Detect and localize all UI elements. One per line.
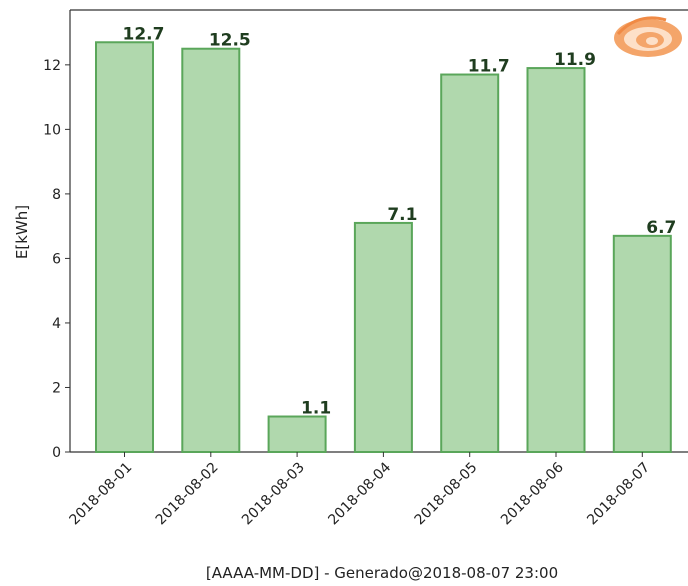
- bar-value-label: 12.5: [209, 31, 251, 51]
- bar-value-label: 11.9: [554, 50, 596, 70]
- y-tick-label: 0: [52, 445, 61, 461]
- bar-2018-08-02: [181, 47, 241, 453]
- bar-2018-08-05: [440, 73, 500, 454]
- bar-2018-08-03: [267, 415, 327, 454]
- x-tick-label: 2018-08-03: [239, 460, 308, 529]
- x-tick-label: 2018-08-06: [498, 459, 567, 528]
- bar-2018-08-04: [353, 221, 413, 453]
- bar-value-label: 7.1: [387, 205, 417, 225]
- swirl-eye-logo: [614, 16, 682, 57]
- y-tick-label: 12: [43, 58, 61, 74]
- bar-value-label: 6.7: [646, 218, 676, 238]
- y-tick-label: 2: [52, 380, 61, 396]
- bar-2018-08-06: [526, 67, 586, 453]
- bar-value-label: 12.7: [123, 24, 165, 44]
- bar-value-label: 1.1: [301, 399, 331, 419]
- y-tick-label: 8: [52, 187, 61, 203]
- bar-value-label: 11.7: [468, 57, 510, 77]
- bar-value-labels: 12.7 12.5 1.1 7.1 11.7 11.9 6.7: [123, 24, 677, 418]
- x-axis-title: [AAAA-MM-DD] - Generado@2018-08-07 23:00: [206, 564, 558, 582]
- y-axis: 0 2 4 6 8 10 12: [43, 58, 70, 461]
- x-tick-label: 2018-08-04: [325, 459, 394, 528]
- y-tick-label: 6: [52, 251, 61, 267]
- bar-2018-08-07: [612, 234, 672, 453]
- bars-group: [95, 41, 672, 454]
- x-tick-label: 2018-08-02: [153, 460, 222, 529]
- x-tick-label: 2018-08-01: [66, 460, 135, 529]
- y-axis-title: E[kWh]: [13, 205, 31, 259]
- x-tick-label: 2018-08-07: [584, 460, 653, 529]
- bar-2018-08-01: [95, 41, 154, 453]
- x-axis: 2018-08-01 2018-08-02 2018-08-03 2018-08-04…: [66, 452, 653, 528]
- x-tick-label: 2018-08-05: [412, 460, 481, 529]
- y-tick-label: 10: [43, 122, 61, 138]
- y-tick-label: 4: [52, 316, 61, 332]
